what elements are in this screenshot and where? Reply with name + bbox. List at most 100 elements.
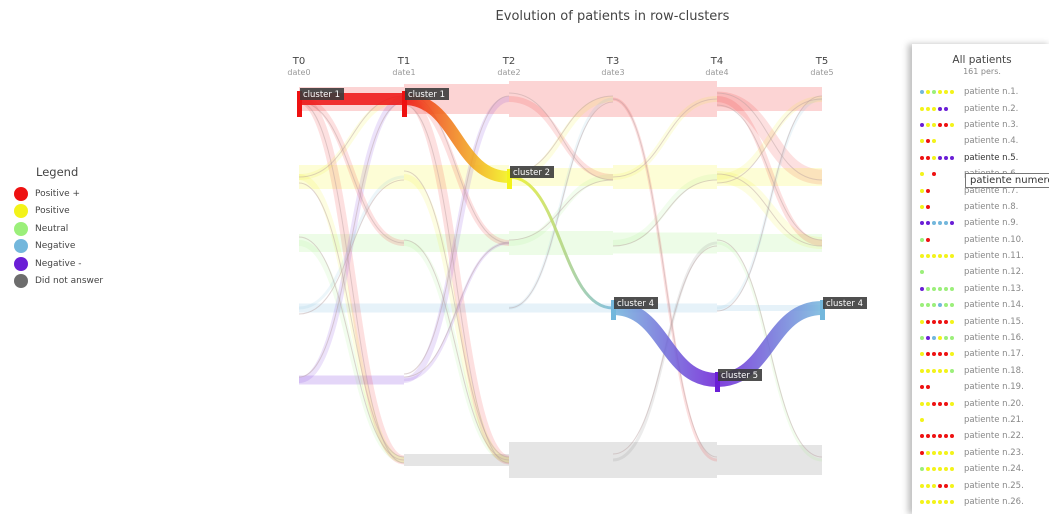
answer-dot <box>944 336 948 340</box>
column-date: date5 <box>810 68 833 77</box>
answer-dot <box>932 352 936 356</box>
answer-dot <box>950 254 954 258</box>
patient-row[interactable]: patiente n.22. <box>912 428 1049 444</box>
answer-dot <box>932 221 936 225</box>
answer-dot <box>944 352 948 356</box>
answer-dot <box>944 402 948 406</box>
patient-label: patiente n.12. <box>964 267 1024 277</box>
answer-dot <box>932 254 936 258</box>
answer-dot <box>920 123 924 127</box>
patient-row[interactable]: patiente n.2. <box>912 100 1049 116</box>
patient-label: patiente n.3. <box>964 120 1018 130</box>
patient-row[interactable]: patiente n.8. <box>912 199 1049 215</box>
patient-row[interactable]: patiente n.17. <box>912 346 1049 362</box>
patient-label: patiente n.18. <box>964 366 1024 376</box>
patient-row[interactable]: patiente n.9. <box>912 215 1049 231</box>
answer-dot <box>920 434 924 438</box>
patient-row[interactable]: patiente n.1. <box>912 84 1049 100</box>
patient-row[interactable]: patiente n.4. <box>912 133 1049 149</box>
answer-dot <box>950 451 954 455</box>
answer-dot <box>920 238 924 242</box>
patient-label: patiente n.10. <box>964 235 1024 245</box>
patient-row[interactable]: patiente n.16. <box>912 330 1049 346</box>
patient-strand <box>613 99 717 457</box>
patient-row[interactable]: patiente n.5. <box>912 150 1049 166</box>
patient-answers <box>920 139 964 143</box>
patient-label: patiente n.24. <box>964 464 1024 474</box>
answer-dot <box>920 385 924 389</box>
answer-dot <box>950 221 954 225</box>
answer-dot <box>950 484 954 488</box>
answer-dot <box>950 402 954 406</box>
answer-dot <box>932 303 936 307</box>
answer-dot <box>920 270 924 274</box>
answer-dot <box>932 107 936 111</box>
patient-row[interactable]: patiente n.26. <box>912 494 1049 510</box>
answer-dot <box>926 352 930 356</box>
cluster-label: cluster 1 <box>408 90 445 100</box>
column-date: date4 <box>705 68 728 77</box>
answer-dot <box>926 189 930 193</box>
answer-dot <box>944 123 948 127</box>
flow-band <box>404 177 509 460</box>
answer-dot <box>926 320 930 324</box>
answer-dot <box>944 369 948 373</box>
patient-label: patiente n.17. <box>964 349 1024 359</box>
patient-tooltip: patiente numero <box>965 173 1049 188</box>
answer-dot <box>926 402 930 406</box>
column-label: T0 <box>292 56 305 67</box>
answer-dot <box>926 467 930 471</box>
answer-dot <box>920 254 924 258</box>
patient-row[interactable]: patiente n.25. <box>912 477 1049 493</box>
answer-dot <box>950 352 954 356</box>
patient-row[interactable]: patiente n.24. <box>912 461 1049 477</box>
patient-row[interactable]: patiente n.13. <box>912 281 1049 297</box>
patient-answers <box>920 303 964 307</box>
answer-dot <box>926 434 930 438</box>
patient-row[interactable]: patiente n.12. <box>912 264 1049 280</box>
answer-dot <box>938 434 942 438</box>
answer-dot <box>944 467 948 471</box>
answer-dot <box>938 303 942 307</box>
cluster-label: cluster 4 <box>826 299 863 309</box>
answer-dot <box>926 287 930 291</box>
patient-row[interactable]: patiente n.14. <box>912 297 1049 313</box>
patient-row[interactable]: patiente n.19. <box>912 379 1049 395</box>
answer-dot <box>944 320 948 324</box>
patient-answers <box>920 172 964 176</box>
patient-label: patiente n.11. <box>964 251 1024 261</box>
patient-row[interactable]: patiente n.21. <box>912 412 1049 428</box>
patient-answers <box>920 189 964 193</box>
answer-dot <box>932 320 936 324</box>
patient-row[interactable]: patiente n.23. <box>912 445 1049 461</box>
patient-answers <box>920 402 964 406</box>
answer-dot <box>920 402 924 406</box>
patient-row[interactable]: patiente n.15. <box>912 313 1049 329</box>
answer-dot <box>950 500 954 504</box>
patients-count: 161 pers. <box>912 67 1049 76</box>
patient-label: patiente n.25. <box>964 481 1024 491</box>
patient-answers <box>920 500 964 504</box>
patients-panel-title: All patients <box>912 54 1049 66</box>
answer-dot <box>938 90 942 94</box>
patients-panel[interactable]: All patients 161 pers. patiente n.1.pati… <box>912 44 1049 514</box>
column-label: T2 <box>502 56 515 67</box>
patients-list[interactable]: patiente n.1.patiente n.2. patiente n.3. p… <box>912 84 1049 510</box>
answer-dot <box>950 336 954 340</box>
flow-band <box>404 99 509 460</box>
answer-dot <box>920 303 924 307</box>
column-label: T5 <box>815 56 828 67</box>
answer-dot <box>944 287 948 291</box>
patient-answers <box>920 270 964 274</box>
patient-label: patiente n.8. <box>964 202 1018 212</box>
patient-strand <box>404 171 509 457</box>
patient-row[interactable]: patiente n.10. <box>912 232 1049 248</box>
patient-row[interactable]: patiente n.3. <box>912 117 1049 133</box>
answer-dot <box>938 107 942 111</box>
patient-row[interactable]: patiente n.20. <box>912 395 1049 411</box>
patient-row[interactable]: patiente n.18. <box>912 363 1049 379</box>
answer-dot <box>926 107 930 111</box>
patient-answers <box>920 107 964 111</box>
patient-answers <box>920 451 964 455</box>
patient-row[interactable]: patiente n.11. <box>912 248 1049 264</box>
